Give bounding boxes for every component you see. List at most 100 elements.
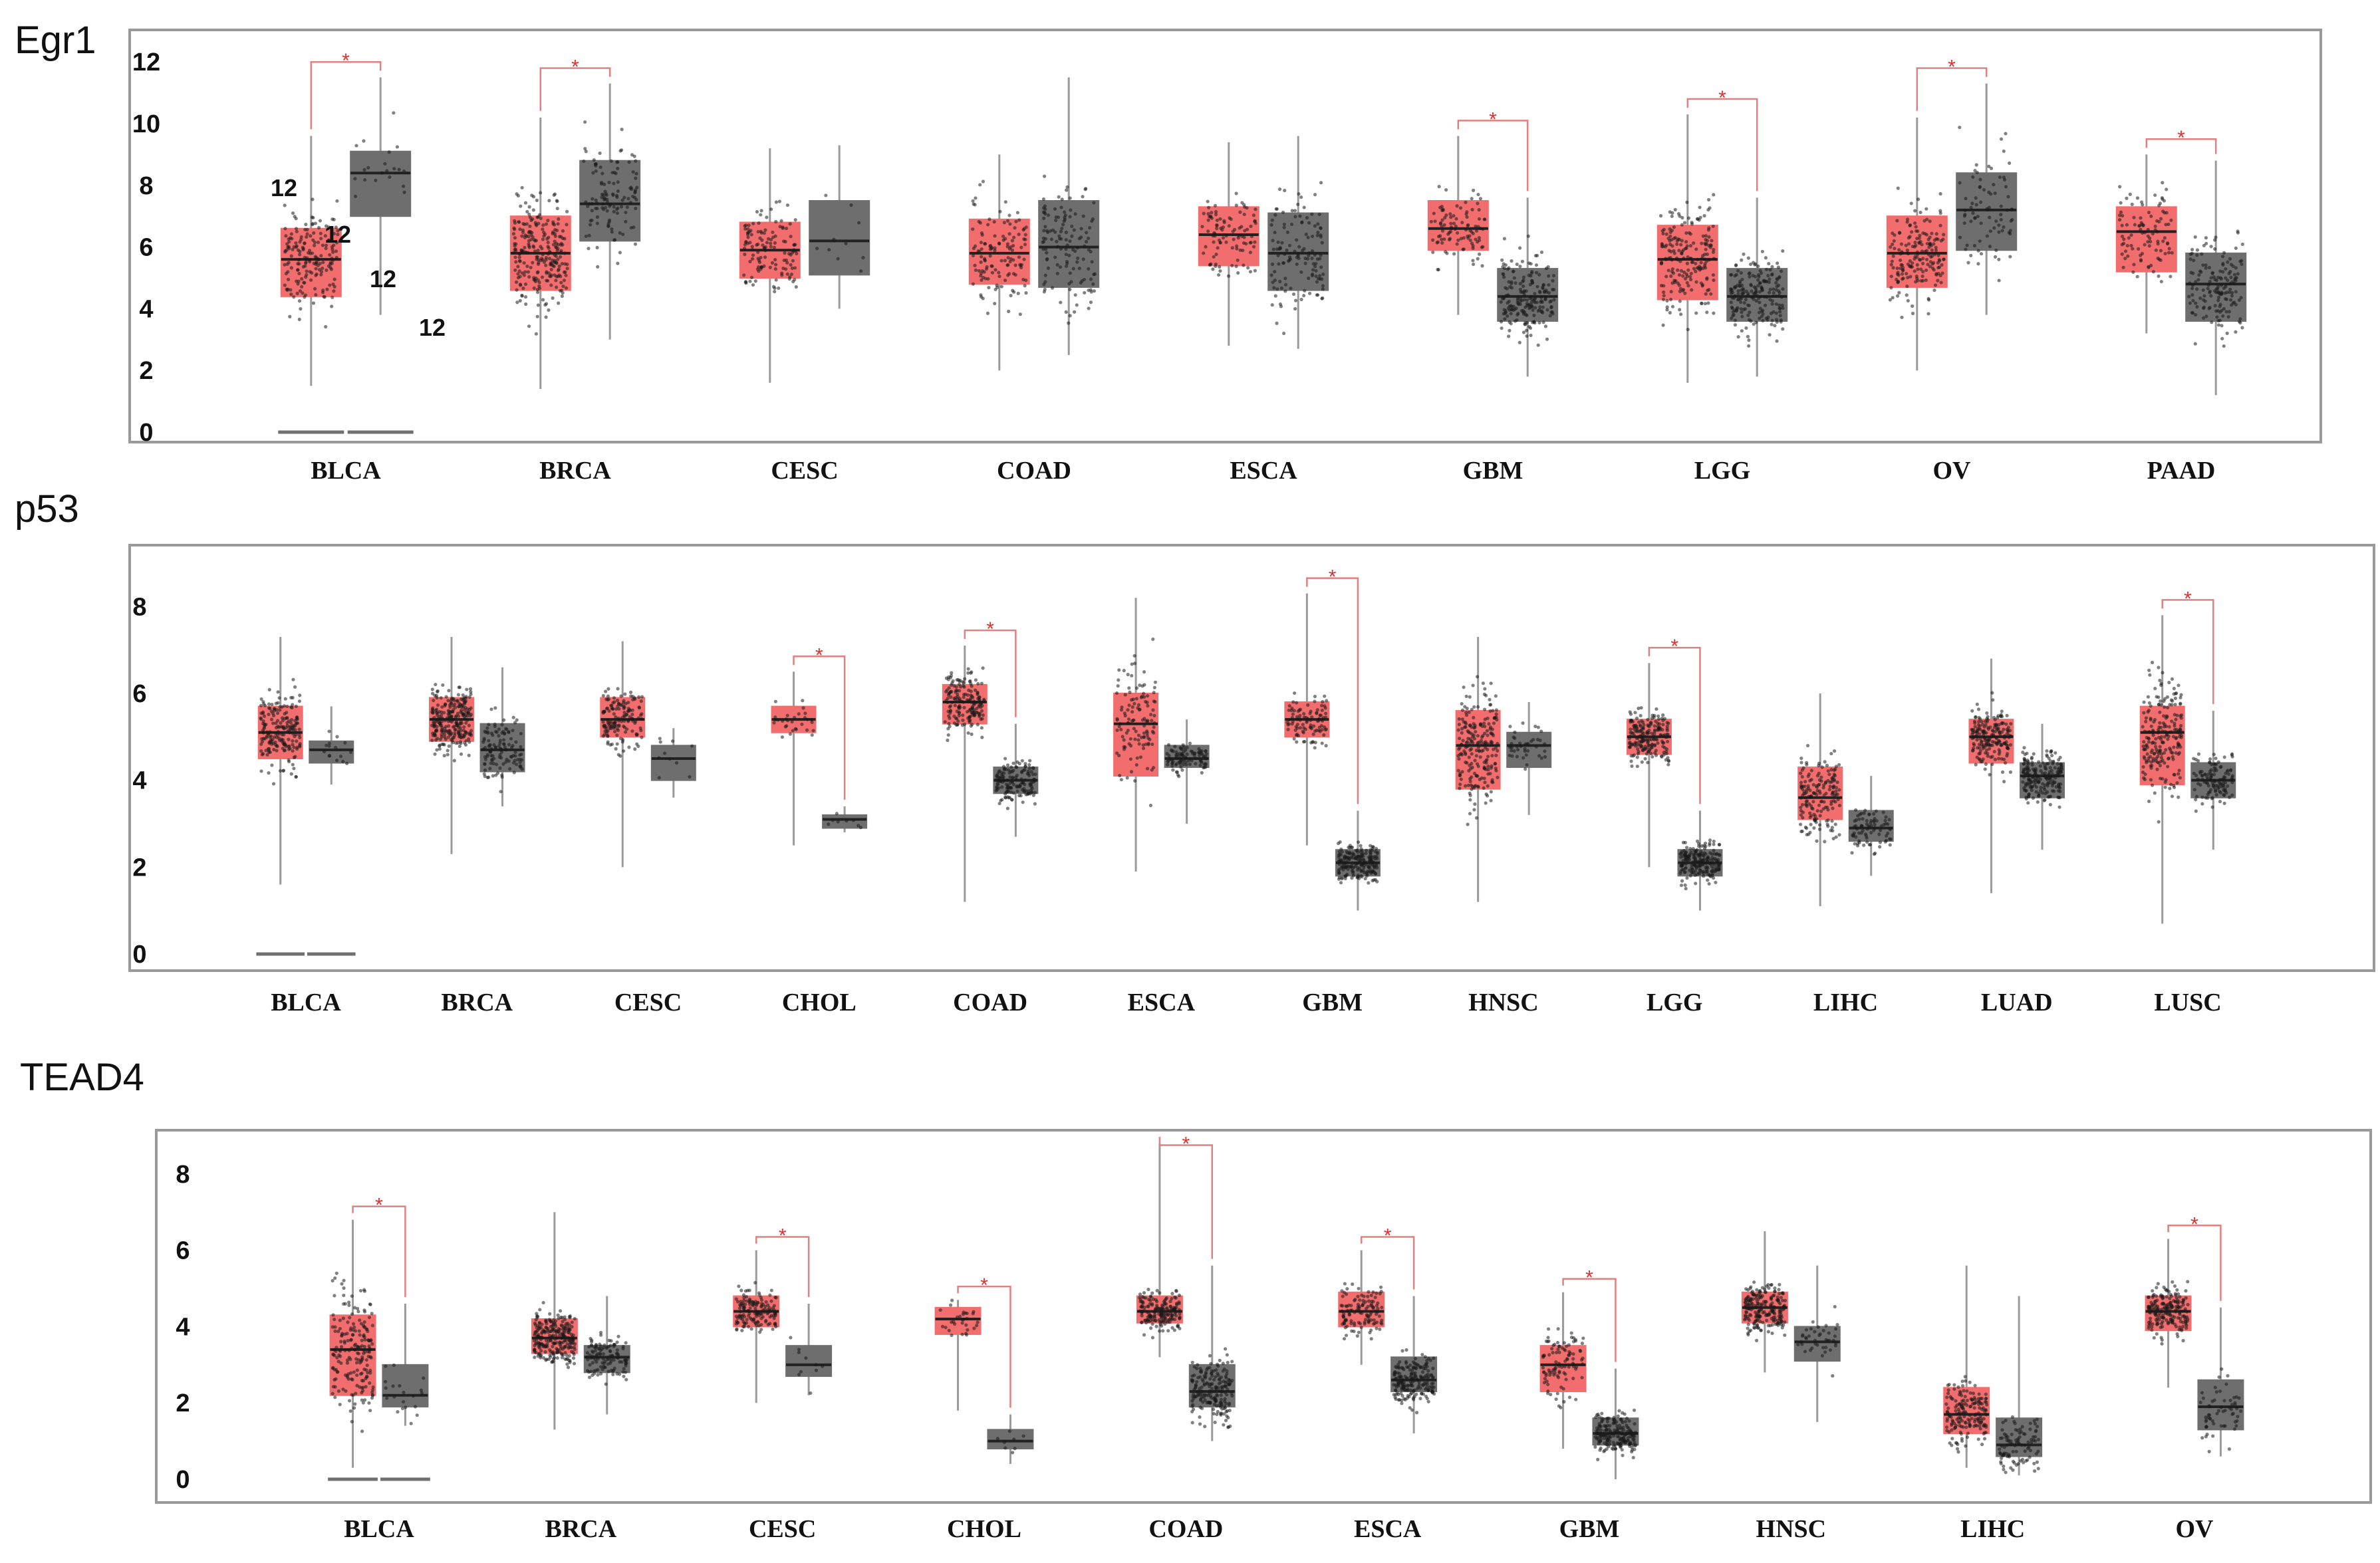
data-point xyxy=(1502,296,1506,300)
data-point xyxy=(1920,249,1924,253)
x-tick-label: CESC xyxy=(771,457,838,485)
data-point xyxy=(1491,733,1496,737)
data-point xyxy=(1069,208,1073,212)
data-point xyxy=(456,693,460,697)
data-point xyxy=(1928,260,1932,264)
data-point xyxy=(287,725,292,729)
significance-star: * xyxy=(1948,56,1956,78)
data-point xyxy=(1691,847,1695,851)
data-point xyxy=(1202,211,1206,215)
data-point xyxy=(546,241,550,245)
data-point xyxy=(2206,283,2210,287)
data-point xyxy=(440,720,444,724)
data-point xyxy=(1689,257,1693,261)
data-point xyxy=(507,743,511,747)
data-point xyxy=(2234,276,2238,280)
data-point xyxy=(1200,225,1204,229)
data-point xyxy=(1121,735,1124,739)
data-point xyxy=(1548,314,1552,318)
data-point xyxy=(1166,763,1170,767)
data-point xyxy=(2161,181,2165,185)
data-point xyxy=(2136,247,2141,251)
data-point xyxy=(1148,713,1153,717)
data-point xyxy=(1206,212,1210,216)
data-point xyxy=(1026,789,1031,793)
data-point xyxy=(975,707,979,711)
data-point xyxy=(1999,213,2003,217)
data-point xyxy=(958,678,962,683)
data-point xyxy=(1470,230,1474,234)
data-point xyxy=(1715,859,1719,863)
data-point xyxy=(525,209,529,214)
data-point xyxy=(746,227,750,231)
data-point xyxy=(1064,310,1068,314)
data-point xyxy=(1456,231,1460,235)
data-point xyxy=(1146,736,1150,740)
plot-area-egr1: * ***** xyxy=(278,50,2247,434)
data-point xyxy=(974,268,978,272)
data-point xyxy=(275,749,279,753)
data-point xyxy=(1062,219,1066,223)
data-point xyxy=(447,724,451,728)
data-point xyxy=(2234,330,2238,334)
significance-star: * xyxy=(1718,87,1726,109)
data-point xyxy=(1546,265,1550,269)
data-point xyxy=(606,694,610,698)
data-point xyxy=(1979,252,1984,256)
data-point xyxy=(1456,238,1460,242)
data-point xyxy=(515,763,519,767)
data-point xyxy=(1436,267,1440,272)
data-point xyxy=(1337,869,1341,873)
data-point xyxy=(1458,786,1462,790)
data-point xyxy=(810,733,814,737)
data-point xyxy=(262,726,266,731)
data-point xyxy=(1313,746,1317,750)
data-point xyxy=(317,225,321,230)
data-point xyxy=(977,711,981,715)
data-point xyxy=(1011,782,1016,786)
data-point xyxy=(618,251,622,255)
data-point xyxy=(265,730,269,734)
data-point xyxy=(522,261,526,265)
data-point xyxy=(1913,209,1917,213)
data-point xyxy=(1224,234,1228,238)
data-point xyxy=(1013,226,1017,230)
data-point xyxy=(440,733,444,737)
data-point xyxy=(1964,196,1968,201)
data-point xyxy=(1507,334,1511,338)
data-point xyxy=(1502,237,1507,241)
data-point xyxy=(1826,769,1830,773)
data-point xyxy=(1024,279,1028,283)
data-point xyxy=(1253,240,1257,244)
data-point xyxy=(1524,328,1529,332)
data-point xyxy=(1751,295,1755,299)
data-point xyxy=(1139,695,1143,699)
data-point xyxy=(944,699,948,703)
data-point xyxy=(1055,271,1059,276)
data-point xyxy=(836,257,840,261)
data-point xyxy=(319,270,324,274)
data-point xyxy=(287,747,291,751)
data-point xyxy=(1132,661,1137,665)
data-point xyxy=(1320,728,1324,732)
data-point xyxy=(1518,265,1522,269)
data-point xyxy=(312,231,316,235)
data-point xyxy=(2153,224,2157,229)
data-point xyxy=(1449,221,1453,225)
data-point xyxy=(619,205,624,209)
data-point xyxy=(555,261,559,265)
data-point xyxy=(331,259,335,263)
data-point xyxy=(1511,269,1516,274)
data-point xyxy=(1287,258,1291,262)
data-point xyxy=(791,249,795,253)
data-point xyxy=(1938,259,1942,263)
data-point xyxy=(397,168,401,172)
data-point xyxy=(1311,732,1315,737)
data-point xyxy=(1462,685,1466,689)
data-point xyxy=(300,285,304,289)
data-point xyxy=(1013,263,1017,267)
data-point xyxy=(1068,215,1072,219)
data-point xyxy=(2220,336,2224,340)
data-point xyxy=(1027,763,1031,767)
data-point xyxy=(324,243,329,247)
